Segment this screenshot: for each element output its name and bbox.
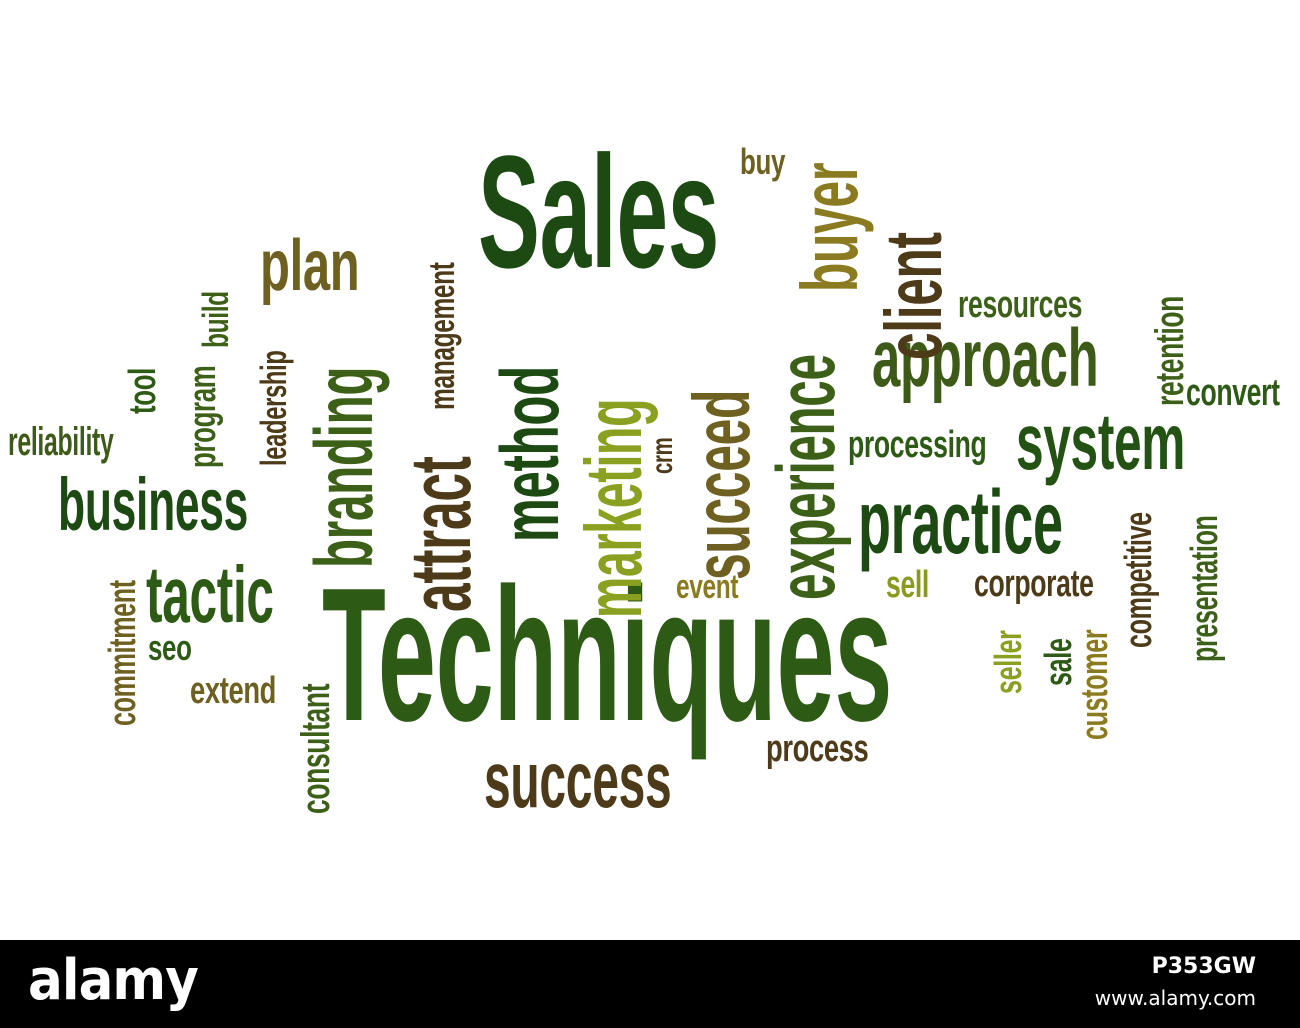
- word-program: program: [182, 365, 224, 468]
- word-succeed: succeed: [677, 389, 766, 580]
- watermark-footer: alamy P353GW www.alamy.com: [0, 940, 1300, 1028]
- image-id-label: P353GW: [1151, 954, 1256, 979]
- word-presentation: presentation: [1184, 515, 1226, 662]
- word-retention: retention: [1148, 296, 1192, 406]
- word-method: method: [485, 366, 576, 542]
- word-processing: processing: [848, 424, 987, 466]
- word-techniques: Techniques: [322, 549, 893, 761]
- word-build: build: [195, 291, 236, 348]
- word-approach: approach: [872, 313, 1099, 404]
- word-corporate: corporate: [974, 563, 1094, 605]
- word-experience: experience: [761, 354, 852, 600]
- word-buy: buy: [740, 141, 786, 182]
- word-resources: resources: [958, 284, 1083, 326]
- word-commitment: commitment: [102, 580, 144, 726]
- word-seo: seo: [148, 627, 192, 668]
- alamy-logo: alamy: [28, 948, 199, 1013]
- word-system: system: [1016, 397, 1186, 486]
- site-url-label: www.alamy.com: [1094, 986, 1256, 1010]
- word-buyer: buyer: [785, 162, 874, 292]
- word-sale: sale: [1038, 638, 1080, 686]
- word-attract: attract: [393, 456, 489, 612]
- word-practice: practice: [858, 473, 1063, 573]
- word-leadership: leadership: [253, 350, 294, 466]
- word-sell: sell: [886, 564, 929, 606]
- word-process: process: [766, 728, 869, 770]
- word-reliability: reliability: [8, 420, 114, 464]
- word-branding: branding: [299, 366, 390, 568]
- word-marketing: marketing: [569, 398, 658, 618]
- word-business: business: [58, 463, 249, 546]
- word-consultant: consultant: [294, 683, 338, 814]
- word-success: success: [484, 735, 672, 824]
- word-tool: tool: [122, 368, 164, 414]
- word-extend: extend: [190, 670, 277, 712]
- word-management: management: [421, 262, 462, 410]
- word-client: client: [869, 232, 958, 360]
- word-event: event: [676, 568, 739, 606]
- word-seller: seller: [988, 630, 1030, 694]
- word-tactic: tactic: [146, 550, 274, 639]
- word-customer: customer: [1074, 629, 1116, 740]
- word-crm: crm: [646, 437, 679, 474]
- word-cloud: Sales Techniques success approach system…: [8, 122, 1280, 824]
- word-convert: convert: [1186, 372, 1280, 414]
- word-sales: Sales: [478, 122, 720, 301]
- word-competitive: competitive: [1118, 512, 1160, 648]
- word-plan: plan: [260, 226, 360, 306]
